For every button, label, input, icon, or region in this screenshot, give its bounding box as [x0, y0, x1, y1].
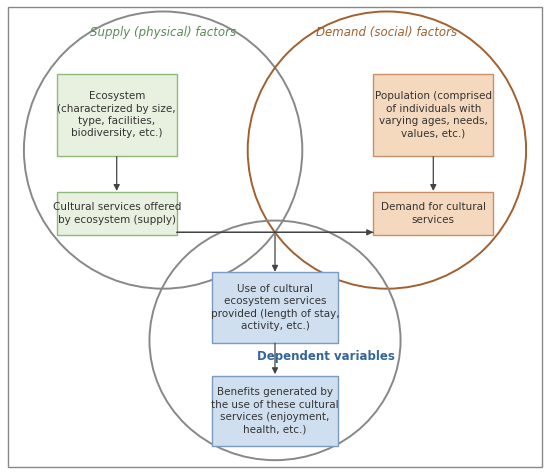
FancyBboxPatch shape: [373, 74, 493, 156]
Text: Use of cultural
ecosystem services
provided (length of stay,
activity, etc.): Use of cultural ecosystem services provi…: [211, 284, 339, 331]
Text: Dependent variables: Dependent variables: [257, 350, 395, 363]
Text: Cultural services offered
by ecosystem (supply): Cultural services offered by ecosystem (…: [52, 202, 181, 225]
Text: Ecosystem
(characterized by size,
type, facilities,
biodiversity, etc.): Ecosystem (characterized by size, type, …: [57, 91, 176, 138]
FancyBboxPatch shape: [373, 192, 493, 235]
Text: Population (comprised
of individuals with
varying ages, needs,
values, etc.): Population (comprised of individuals wit…: [375, 91, 492, 138]
Text: Demand (social) factors: Demand (social) factors: [316, 26, 458, 39]
Text: Supply (physical) factors: Supply (physical) factors: [90, 26, 236, 39]
FancyBboxPatch shape: [212, 375, 338, 446]
Text: Demand for cultural
services: Demand for cultural services: [381, 202, 486, 225]
FancyBboxPatch shape: [57, 74, 177, 156]
Text: Benefits generated by
the use of these cultural
services (enjoyment,
health, etc: Benefits generated by the use of these c…: [211, 387, 339, 435]
FancyBboxPatch shape: [212, 272, 338, 343]
FancyBboxPatch shape: [57, 192, 177, 235]
